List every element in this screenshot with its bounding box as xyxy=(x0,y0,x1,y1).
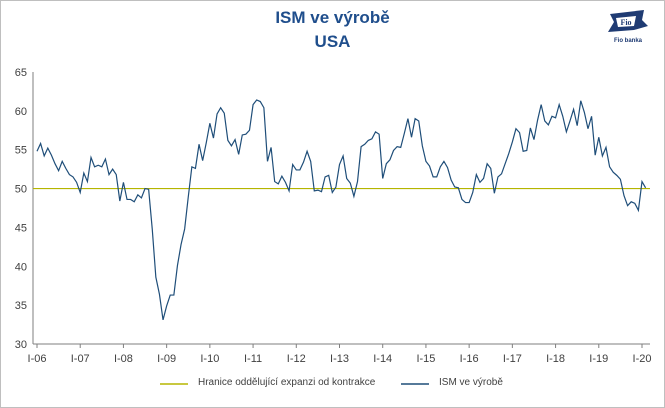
y-tick-label: 60 xyxy=(15,106,27,118)
fio-logo-icon: Fio xyxy=(608,10,648,32)
legend-threshold-label: Hranice oddělující expanzi od kontrakce xyxy=(198,377,376,388)
x-tick-label: I-17 xyxy=(503,353,522,365)
chart-title: ISM ve výrobě xyxy=(275,8,390,27)
x-axis: I-06 I-07 I-08 I-09 I-10 I-11 I-12 I-13 I-14 I-15… xyxy=(28,343,652,365)
y-tick-label: 65 xyxy=(15,67,27,79)
logo-brand-text: Fio banka xyxy=(613,38,642,44)
y-tick-label: 45 xyxy=(15,222,27,234)
x-tick-label: I-15 xyxy=(416,353,435,365)
x-tick-label: I-10 xyxy=(200,353,219,365)
chart-subtitle: USA xyxy=(314,32,351,51)
y-axis: 30 35 40 45 50 55 60 65 xyxy=(15,67,34,351)
legend-series-label: ISM ve výrobě xyxy=(439,377,503,388)
x-tick-label: I-18 xyxy=(546,353,565,365)
logo-mark-text: Fio xyxy=(620,18,631,27)
x-tick-label: I-11 xyxy=(244,353,262,365)
x-tick-label: I-09 xyxy=(157,353,176,365)
x-tick-label: I-16 xyxy=(460,353,479,365)
x-tick-label: I-06 xyxy=(28,353,47,365)
y-tick-label: 40 xyxy=(15,261,27,273)
x-tick-label: I-20 xyxy=(633,353,652,365)
x-tick-label: I-07 xyxy=(71,353,90,365)
x-tick-label: I-19 xyxy=(589,353,608,365)
x-tick-label: I-08 xyxy=(114,353,133,365)
y-tick-label: 35 xyxy=(15,300,27,312)
y-tick-label: 55 xyxy=(15,145,27,157)
series-line-ism xyxy=(36,99,647,321)
x-tick-label: I-12 xyxy=(287,353,306,365)
x-tick-label: I-14 xyxy=(373,353,392,365)
y-tick-label: 30 xyxy=(15,339,27,351)
y-tick-label: 50 xyxy=(15,184,27,196)
x-tick-label: I-13 xyxy=(330,353,349,365)
